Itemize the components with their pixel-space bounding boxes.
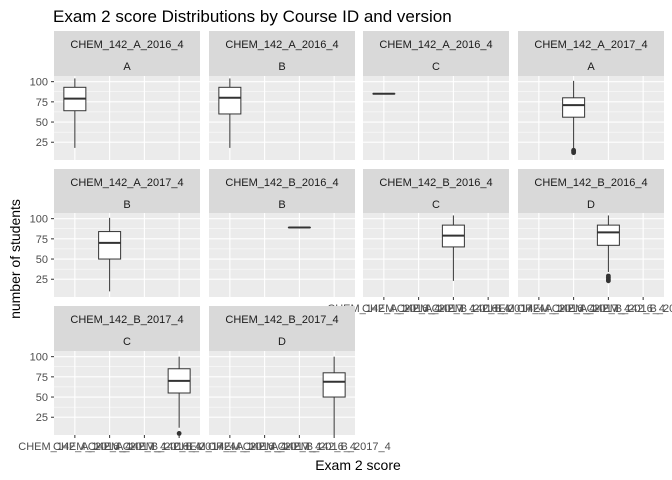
y-tick-label: 75 — [36, 234, 48, 246]
facet-panel: CHEM_142_A_2017_4 A — [518, 31, 664, 160]
strip-label-course: CHEM_142_B_2017_4 — [70, 314, 183, 326]
x-tick-label: CHEM_142_B_2017_4 — [432, 303, 545, 315]
box — [596, 224, 620, 246]
facet-strip — [209, 169, 355, 213]
facet-strip — [363, 169, 509, 213]
strip-label-course: CHEM_142_B_2016_4 — [379, 177, 492, 189]
x-tick-label: CHEM_142_B_2017_4 — [278, 441, 391, 453]
strip-label-version: C — [432, 61, 440, 73]
strip-label-version: C — [432, 199, 440, 211]
x-tick-label: CHEM_142_B_2016_4 — [88, 441, 201, 453]
outlier-point — [571, 147, 577, 153]
y-tick-label: 100 — [30, 214, 48, 226]
box — [322, 372, 346, 398]
facet-panel: CHEM_142_B_2017_4 C 25 50 75 100 CHEM_142_A_20… — [18, 306, 236, 453]
strip-label-course: CHEM_142_B_2016_4 — [225, 177, 338, 189]
facet-panel: CHEM_142_A_2016_4 B — [209, 31, 355, 160]
strip-label-course: CHEM_142_A_2016_4 — [225, 39, 338, 51]
facet-strip — [518, 31, 664, 76]
facet-strip — [54, 169, 200, 213]
facet-strip — [54, 31, 200, 76]
facet-panels: CHEM_142_A_2016_4A255075100CHEM_142_A_20… — [18, 31, 672, 453]
strip-label-version: B — [278, 61, 285, 73]
strip-label-version: C — [123, 336, 131, 348]
panel-background — [363, 213, 509, 297]
facet-panel: CHEM_142_B_2017_4DCHEM_142_A_2016_4CHEM_… — [173, 306, 391, 453]
box — [562, 97, 586, 118]
y-tick-label: 100 — [30, 352, 48, 364]
strip-label-version: B — [123, 199, 130, 211]
outlier-point — [176, 430, 182, 436]
x-tick-label: CHEM_142_A_2016_4 — [173, 441, 286, 453]
panel-background — [518, 76, 664, 160]
strip-label-course: CHEM_142_A_2016_4 — [70, 39, 183, 51]
box — [218, 86, 242, 115]
strip-label-course: CHEM_142_A_2017_4 — [70, 177, 183, 189]
y-tick-label: 25 — [36, 137, 48, 149]
facet-strip — [209, 306, 355, 351]
panel-background — [518, 213, 664, 297]
facet-strip — [54, 306, 200, 351]
strip-label-version: B — [278, 199, 285, 211]
facet-panel: CHEM_142_B_2016_4 B — [209, 169, 355, 297]
x-tick-label: CHEM_142_B_2017_4 — [587, 303, 672, 315]
x-tick-label: CHEM_142_B_2016_4 — [243, 441, 356, 453]
facet-strip — [209, 31, 355, 76]
facet-panel: CHEM_142_B_2016_4CCHEM_142_A_2016_4CHEM_… — [327, 169, 545, 315]
facet-panel: CHEM_142_B_2016_4DCHEM_142_A_2016_4CHEM_… — [482, 169, 672, 315]
strip-label-version: D — [587, 199, 595, 211]
box — [98, 231, 122, 260]
x-tick-label: CHEM_142_A_2017_4 — [53, 441, 166, 453]
x-tick-label: CHEM_142_B_2017_4 — [123, 441, 236, 453]
y-tick-label: 50 — [36, 254, 48, 266]
strip-label-course: CHEM_142_A_2016_4 — [379, 39, 492, 51]
strip-label-course: CHEM_142_B_2017_4 — [225, 314, 338, 326]
x-tick-label: CHEM_142_A_2017_4 — [517, 303, 630, 315]
facet-strip — [518, 169, 664, 213]
y-axis-title: number of students — [7, 199, 23, 319]
panel-background — [54, 213, 200, 297]
facet-strip — [363, 31, 509, 76]
y-tick-label: 25 — [36, 274, 48, 286]
strip-label-version: A — [587, 61, 595, 73]
chart-title: Exam 2 score Distributions by Course ID … — [53, 7, 452, 26]
facet-panel: CHEM_142_A_2016_4 C — [363, 31, 509, 160]
y-tick-label: 75 — [36, 372, 48, 384]
panel-background — [363, 76, 509, 160]
x-tick-label: CHEM_142_A_2017_4 — [362, 303, 475, 315]
strip-label-version: A — [123, 61, 131, 73]
y-tick-label: 50 — [36, 117, 48, 129]
y-tick-label: 50 — [36, 392, 48, 404]
strip-label-course: CHEM_142_A_2017_4 — [534, 39, 647, 51]
outlier-point — [605, 273, 611, 279]
x-tick-label: CHEM_142_B_2016_4 — [552, 303, 665, 315]
y-tick-label: 75 — [36, 97, 48, 109]
strip-label-course: CHEM_142_B_2016_4 — [534, 177, 647, 189]
x-tick-label: CHEM_142_A_2016_4 — [18, 441, 131, 453]
facet-panel: CHEM_142_A_2017_4 B 25 50 75 100 — [30, 169, 200, 297]
facet-panel: CHEM_142_A_2016_4 A 25 50 75 100 — [30, 31, 200, 160]
strip-label-version: D — [278, 336, 286, 348]
panel-background — [209, 213, 355, 297]
x-tick-label: CHEM_142_A_2016_4 — [327, 303, 440, 315]
x-axis-title: Exam 2 score — [315, 457, 401, 473]
x-tick-label: CHEM_142_B_2016_4 — [397, 303, 510, 315]
x-tick-label: CHEM_142_A_2016_4 — [482, 303, 595, 315]
y-tick-label: 25 — [36, 412, 48, 424]
x-tick-label: CHEM_142_A_2017_4 — [208, 441, 321, 453]
y-tick-label: 100 — [30, 77, 48, 89]
